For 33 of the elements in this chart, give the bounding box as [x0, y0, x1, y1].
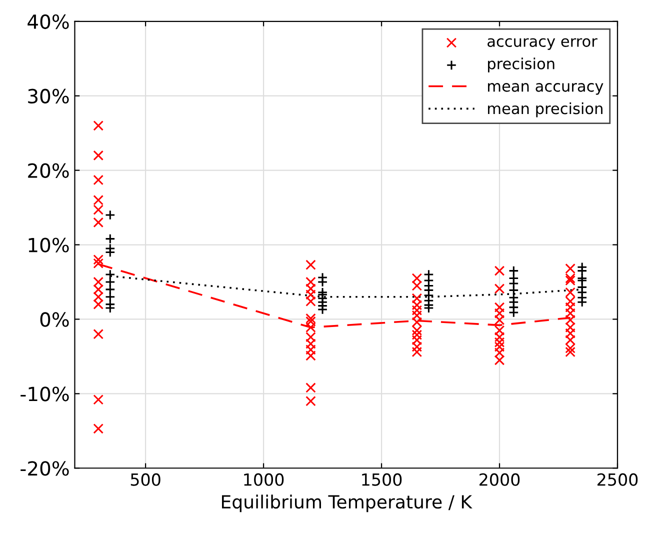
- point: [104, 284, 116, 295]
- x-tick-label: 1000: [244, 473, 284, 486]
- point: [104, 234, 116, 244]
- point: [508, 285, 519, 296]
- point: [424, 302, 434, 314]
- point: [576, 296, 588, 308]
- y-tick-label: -20%: [20, 461, 69, 476]
- x-tick-label: 2500: [598, 473, 638, 486]
- point: [576, 275, 588, 286]
- point: [508, 278, 519, 289]
- x-tick-label: 500: [130, 473, 160, 486]
- x-tick-label: 1500: [362, 473, 402, 486]
- point: [104, 247, 116, 258]
- legend-label: accuracy error: [488, 38, 598, 50]
- legend-label: mean accuracy: [488, 83, 604, 95]
- point: [317, 276, 328, 288]
- legend-label: precision: [488, 58, 554, 72]
- point: [508, 307, 519, 318]
- point: [576, 266, 588, 276]
- y-tick-label: -10%: [20, 386, 69, 402]
- legend-label: mean precision: [488, 102, 602, 118]
- point: [104, 276, 116, 288]
- x-axis-title: Equilibrium Temperature / K: [222, 494, 472, 512]
- point: [508, 266, 519, 276]
- y-tick-label: 10%: [28, 238, 69, 252]
- y-tick-label: 20%: [28, 163, 69, 178]
- y-tick-label: 30%: [28, 88, 69, 104]
- x-tick-label: 2000: [480, 473, 520, 486]
- point: [104, 210, 116, 220]
- point: [104, 269, 116, 280]
- point: [104, 292, 116, 302]
- y-tick-label: 0%: [40, 312, 69, 327]
- y-tick-label: 40%: [28, 14, 69, 30]
